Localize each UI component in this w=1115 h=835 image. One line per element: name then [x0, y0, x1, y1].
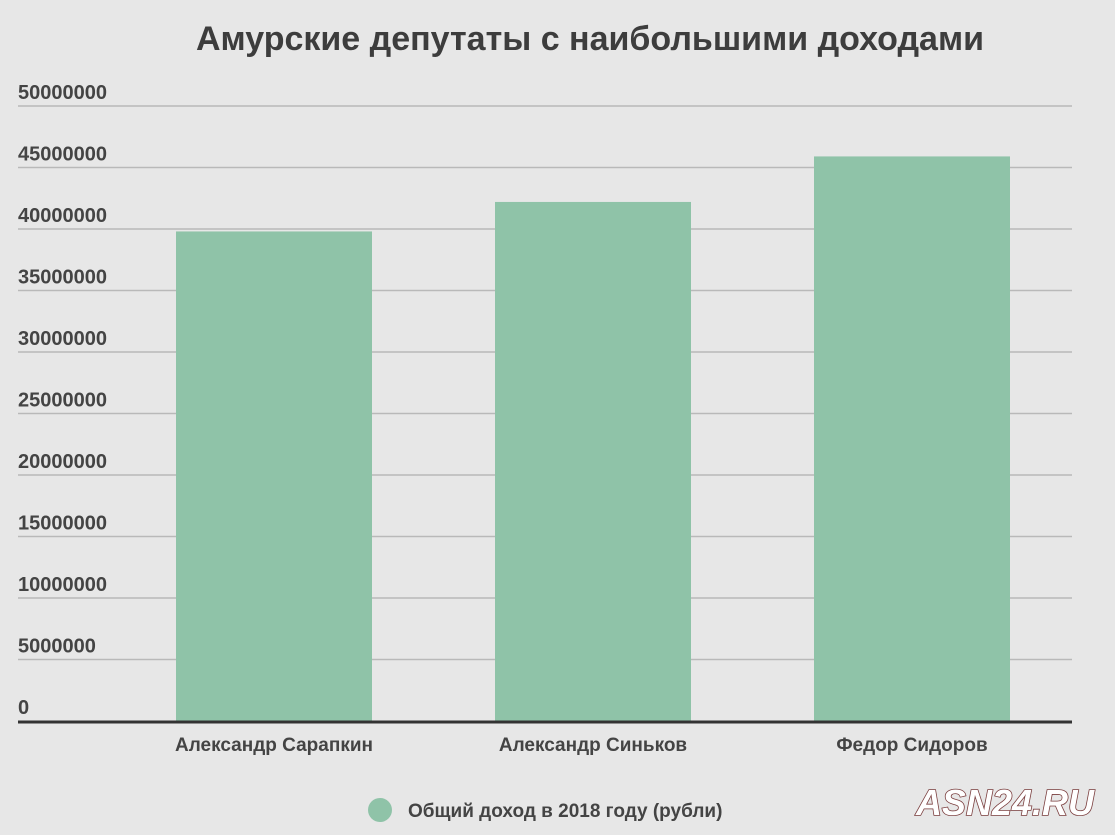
- y-tick-label: 50000000: [18, 82, 107, 104]
- legend-swatch: [368, 798, 392, 822]
- bar: [814, 156, 1010, 721]
- legend: Общий доход в 2018 году (рубли): [368, 798, 722, 822]
- y-tick-label: 40000000: [18, 205, 107, 227]
- y-tick-label: 5000000: [18, 636, 96, 658]
- y-tick-label: 0: [18, 697, 29, 719]
- bar: [176, 231, 372, 721]
- x-axis-ticks: Александр Сарапкин Александр Синьков Федор…: [175, 735, 988, 756]
- bar: [495, 201, 691, 721]
- chart-title: Амурские депутаты с наибольшими доходами: [196, 20, 984, 58]
- y-tick-label: 45000000: [18, 144, 107, 166]
- y-tick-label: 25000000: [18, 390, 107, 412]
- y-tick-label: 15000000: [18, 513, 107, 535]
- x-tick-label: Федор Сидоров: [836, 735, 987, 756]
- bars: [176, 156, 1010, 721]
- y-tick-label: 30000000: [18, 328, 107, 350]
- y-tick-label: 10000000: [18, 574, 107, 596]
- x-tick-label: Александр Сарапкин: [175, 735, 373, 756]
- x-tick-label: Александр Синьков: [499, 735, 687, 756]
- y-tick-label: 35000000: [18, 267, 107, 289]
- watermark-logo: ASN24.RU: [915, 782, 1095, 823]
- y-axis-ticks: 0 5000000 10000000 15000000 20000000 25000000…: [18, 82, 107, 719]
- y-tick-label: 20000000: [18, 451, 107, 473]
- legend-label: Общий доход в 2018 году (рубли): [408, 801, 722, 822]
